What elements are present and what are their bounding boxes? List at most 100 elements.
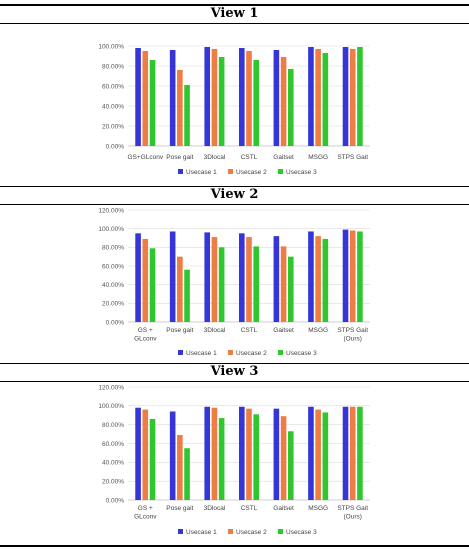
y-tick-label: 20.00% [102, 478, 124, 485]
legend-swatch [228, 169, 233, 174]
bar-usecase-3 [218, 57, 225, 146]
bar-usecase-2 [177, 435, 183, 500]
bar-usecase-1 [135, 48, 141, 146]
bar-usecase-1 [169, 50, 176, 146]
separator-rule-1 [0, 186, 469, 187]
x-category-label: GS + GLconv [134, 327, 157, 343]
bar-chart-view-1: 0.00% 20.00% 40.00% 60.00% 80.00% 100.00% GS+G… [98, 43, 370, 176]
legend-swatch [178, 529, 183, 534]
bar-usecase-2 [280, 57, 287, 146]
bar-usecase-3 [357, 406, 363, 500]
bar-usecase-3 [184, 448, 190, 500]
y-tick-label: 60.00% [102, 263, 124, 270]
y-tick-label: 80.00% [102, 63, 124, 70]
x-category-label: Gaitset [273, 505, 294, 512]
bar-usecase-3 [218, 247, 225, 322]
title-rule-3 [0, 381, 469, 382]
x-category-label: 3Dlocal [204, 505, 226, 512]
bar-usecase-2 [280, 246, 287, 322]
bar-usecase-1 [135, 407, 141, 500]
x-category-label: Gaitset [273, 154, 294, 161]
legend-swatch [278, 529, 283, 534]
x-category-label: Pose gait [166, 327, 193, 334]
bar-usecase-1 [308, 231, 314, 322]
top-rule [0, 4, 469, 6]
legend-label: Usecase 2 [236, 529, 267, 536]
bar-usecase-3 [253, 246, 259, 322]
bar-usecase-2 [315, 236, 321, 322]
x-category-label: 3Dlocal [204, 154, 226, 161]
bar-usecase-2 [280, 416, 287, 500]
y-tick-label: 100.00% [98, 43, 124, 50]
bar-chart-view-3: 0.00% 20.00% 40.00% 60.00% 80.00% 100.00% 120.… [98, 384, 370, 536]
bar-usecase-2 [177, 256, 183, 322]
bar-usecase-2 [246, 408, 252, 500]
bar-usecase-3 [322, 53, 329, 146]
bar-usecase-3 [149, 60, 156, 146]
legend-swatch [228, 350, 233, 355]
bar-usecase-3 [287, 256, 294, 322]
bar-usecase-3 [253, 60, 259, 146]
y-tick-label: 60.00% [102, 441, 124, 448]
bar-usecase-1 [135, 233, 141, 322]
bar-usecase-2 [349, 230, 356, 322]
legend-label: Usecase 1 [186, 350, 217, 357]
legend-swatch [278, 350, 283, 355]
bar-usecase-2 [211, 237, 218, 322]
separator-rule-2 [0, 363, 469, 364]
y-tick-label: 20.00% [102, 301, 124, 308]
x-category-label: CSTL [241, 327, 258, 334]
bar-usecase-1 [342, 229, 349, 322]
bar-usecase-1 [239, 406, 245, 500]
x-category-label: GS + GLconv [134, 505, 157, 521]
bar-usecase-1 [169, 411, 176, 500]
legend-label: Usecase 2 [236, 350, 267, 357]
y-tick-label: 40.00% [102, 103, 124, 110]
bar-usecase-1 [204, 232, 211, 322]
panel-title-view-3: View 3 [210, 364, 259, 379]
bar-usecase-2 [315, 409, 321, 500]
title-rule-2 [0, 204, 469, 205]
bar-usecase-2 [211, 407, 218, 500]
bar-usecase-1 [204, 406, 211, 500]
y-tick-label: 120.00% [98, 207, 124, 214]
bar-usecase-1 [239, 233, 245, 322]
bar-usecase-2 [349, 49, 356, 146]
bar-usecase-1 [308, 47, 314, 146]
bar-usecase-2 [142, 409, 149, 500]
bar-usecase-3 [184, 85, 190, 146]
bar-usecase-3 [287, 431, 294, 500]
bar-usecase-3 [149, 248, 156, 322]
y-tick-label: 40.00% [102, 282, 124, 289]
x-category-label: MSGG [308, 154, 328, 161]
legend-swatch [178, 350, 183, 355]
bar-usecase-3 [253, 414, 259, 500]
bar-usecase-1 [273, 236, 280, 322]
x-category-label: Gaitset [273, 327, 294, 334]
legend-label: Usecase 3 [286, 350, 317, 357]
bar-usecase-2 [142, 51, 149, 146]
bar-usecase-2 [211, 49, 218, 146]
bar-usecase-1 [273, 50, 280, 146]
x-category-label: STPS Gait (Ours) [337, 327, 368, 343]
legend-label: Usecase 1 [186, 529, 217, 536]
legend-label: Usecase 1 [186, 169, 217, 176]
bar-usecase-2 [246, 51, 252, 146]
bar-usecase-1 [204, 47, 211, 146]
title-rule-1 [0, 23, 469, 24]
y-tick-label: 80.00% [102, 422, 124, 429]
y-tick-label: 100.00% [98, 226, 124, 233]
x-category-label: STPS Gait (Ours) [337, 505, 368, 521]
x-category-label: Pose gait [166, 505, 193, 512]
y-tick-label: 100.00% [98, 403, 124, 410]
bar-usecase-2 [142, 238, 149, 322]
bar-usecase-3 [322, 238, 329, 322]
y-tick-label: 20.00% [102, 123, 124, 130]
bar-usecase-2 [349, 406, 356, 500]
x-category-label: STPS Gait [337, 154, 368, 161]
bar-chart-view-2: 0.00% 20.00% 40.00% 60.00% 80.00% 100.00% 120.… [98, 207, 370, 357]
legend-label: Usecase 3 [286, 529, 317, 536]
bar-usecase-3 [322, 412, 329, 500]
bar-usecase-3 [184, 269, 190, 322]
bar-usecase-3 [149, 419, 156, 500]
